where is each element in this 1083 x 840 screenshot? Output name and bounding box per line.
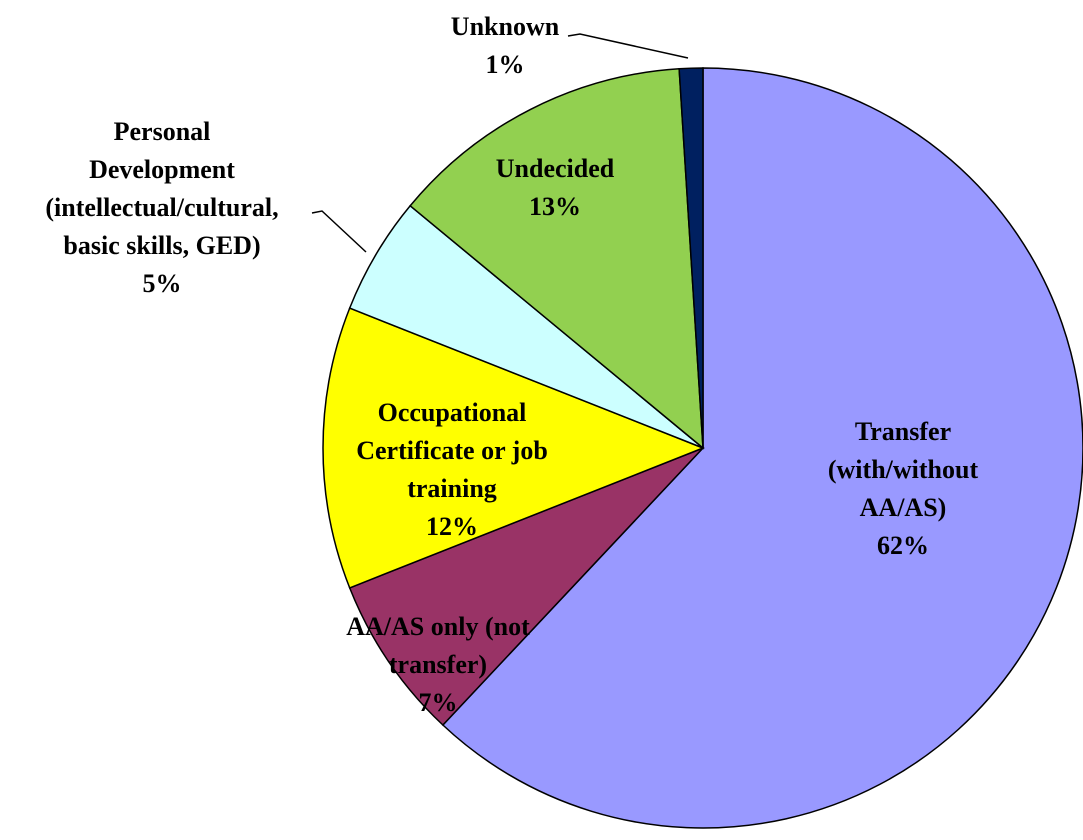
leader-line <box>311 210 367 253</box>
pie-slice <box>678 67 704 449</box>
value-label: 1% <box>485 50 525 79</box>
pie-slice <box>322 307 706 589</box>
category-label: Unknown <box>450 12 560 41</box>
category-label: Personal Development (intellectual/cultu… <box>45 117 279 260</box>
slice-label: Undecided 13% <box>496 150 614 226</box>
leader-line <box>567 33 689 59</box>
pie-slice <box>348 447 704 727</box>
slice-label: Personal Development (intellectual/cultu… <box>45 113 278 303</box>
slice-label: Transfer (with/without AA/AS) 62% <box>813 413 993 565</box>
value-label: 7% <box>418 688 458 717</box>
pie-slice <box>409 67 704 450</box>
category-label: Transfer (with/without AA/AS) <box>827 417 979 522</box>
slice-label: AA/AS only (not transfer) 7% <box>346 608 529 722</box>
category-label: AA/AS only (not transfer) <box>346 612 530 679</box>
value-label: 5% <box>142 269 182 298</box>
value-label: 12% <box>425 512 478 541</box>
value-label: 62% <box>877 531 929 560</box>
category-label: Undecided <box>495 154 615 183</box>
slice-label: Unknown 1% <box>451 8 559 84</box>
value-label: 13% <box>529 192 581 221</box>
pie-slice <box>441 67 1083 829</box>
slice-label: Occupational Certificate or job training… <box>356 394 548 546</box>
category-label: Occupational Certificate or job training <box>356 398 548 503</box>
